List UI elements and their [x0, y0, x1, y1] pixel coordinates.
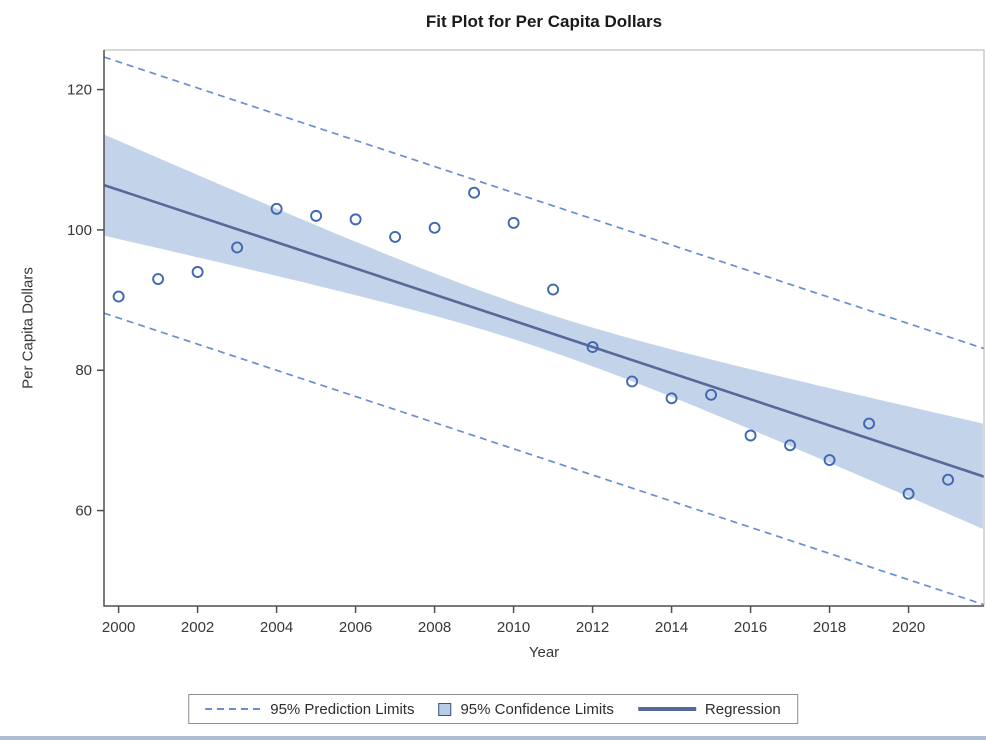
data-point-marker	[547, 283, 560, 296]
y-tick-label: 100	[67, 222, 92, 239]
x-tick-label: 2016	[734, 619, 767, 636]
x-tick-label: 2014	[655, 619, 688, 636]
data-point-marker	[389, 230, 402, 243]
legend-label-confidence: 95% Confidence Limits	[460, 700, 614, 718]
plot-frame	[104, 49, 985, 606]
data-point-marker	[112, 290, 125, 303]
x-tick-label: 2002	[181, 619, 214, 636]
x-tick-label: 2020	[892, 619, 925, 636]
data-point-marker	[428, 221, 441, 234]
legend: 95% Prediction Limits 95% Confidence Lim…	[188, 694, 798, 724]
legend-label-regression: Regression	[704, 700, 781, 718]
x-tick-label: 2000	[102, 619, 135, 636]
x-axis-title: Year	[528, 644, 560, 661]
dashed-line-swatch-icon	[205, 708, 262, 710]
x-tick-label: 2004	[260, 619, 293, 636]
legend-item-regression: Regression	[637, 700, 781, 718]
data-point-marker	[863, 417, 876, 430]
y-axis-title: Per Capita Dollars	[19, 267, 37, 389]
data-point-marker	[902, 487, 915, 500]
data-point-marker	[942, 473, 955, 486]
legend-label-prediction: 95% Prediction Limits	[270, 700, 415, 718]
data-point-marker	[270, 202, 283, 215]
x-tick-label: 2008	[418, 619, 451, 636]
data-point-marker	[823, 454, 836, 467]
data-point-marker	[586, 341, 599, 354]
y-tick-label: 80	[75, 362, 92, 379]
data-point-marker	[507, 216, 520, 229]
regression-line-swatch-icon	[637, 707, 696, 711]
chart-title: Fit Plot for Per Capita Dollars	[425, 12, 663, 31]
x-tick-label: 2018	[813, 619, 846, 636]
data-point-marker	[191, 266, 204, 278]
legend-item-confidence-limits: 95% Confidence Limits	[438, 700, 614, 718]
axis-lines	[103, 50, 984, 607]
data-point-marker	[665, 392, 678, 405]
x-tick-label: 2010	[497, 619, 530, 636]
x-tick-label: 2006	[339, 619, 372, 636]
data-point-marker	[349, 213, 362, 226]
data-point-marker	[705, 388, 718, 401]
legend-item-prediction-limits: 95% Prediction Limits	[205, 701, 414, 718]
data-point-marker	[784, 439, 797, 452]
data-point-marker	[468, 186, 481, 199]
lower-prediction-limit-line	[104, 312, 984, 606]
y-tick-label: 120	[67, 82, 92, 99]
x-tick-label: 2012	[576, 619, 609, 636]
data-point-marker	[310, 209, 323, 222]
data-point-marker	[231, 241, 244, 254]
y-tick-label: 60	[75, 503, 92, 520]
window-bottom-border	[0, 736, 986, 740]
data-point-marker	[626, 375, 639, 388]
confidence-square-swatch-icon	[438, 702, 452, 716]
regression-line	[104, 183, 984, 478]
upper-prediction-limit-line	[104, 56, 984, 350]
data-point-marker	[744, 429, 757, 442]
data-point-marker	[152, 273, 165, 285]
